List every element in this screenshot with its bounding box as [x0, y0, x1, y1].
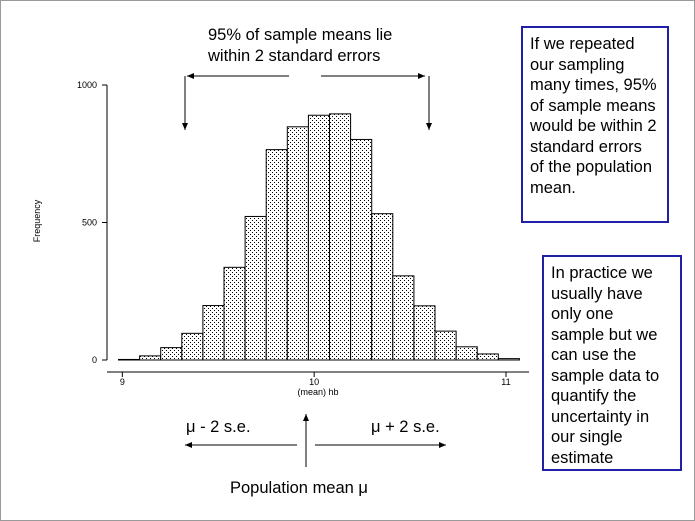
- histogram-bar: [476, 353, 499, 361]
- histogram-bar: [181, 332, 204, 361]
- note-line: standard errors: [530, 137, 642, 156]
- note-line: our single: [551, 428, 623, 446]
- minus-2se-label: μ - 2 s.e.: [186, 418, 251, 436]
- histogram-bar: [371, 213, 394, 361]
- histogram-bar: [160, 347, 183, 361]
- y-tick-label: 1000: [77, 80, 97, 90]
- histogram-bar: [455, 346, 478, 361]
- histogram-bar: [350, 138, 373, 361]
- note-line: quantify the: [551, 387, 637, 405]
- histogram-bar: [392, 275, 415, 361]
- note-line: In practice we: [551, 264, 653, 282]
- note-line: of the population: [530, 158, 653, 176]
- top-annotation-line: 95% of sample means lie: [208, 26, 393, 44]
- note-line: estimate: [551, 448, 614, 467]
- note-line: sample data to: [551, 366, 660, 385]
- histogram-bar: [307, 114, 331, 361]
- plus-2se-label: μ + 2 s.e.: [371, 418, 440, 436]
- note-line: mean.: [530, 178, 576, 197]
- histogram-bar: [434, 330, 457, 361]
- histogram-bar: [202, 305, 225, 361]
- x-axis-title: (mean) hb: [297, 387, 338, 397]
- note-line: would be within 2: [530, 117, 657, 135]
- x-tick-label: 11: [501, 377, 510, 387]
- note-line: usually have: [551, 284, 643, 303]
- x-tick-label: 9: [120, 377, 125, 387]
- histogram-bar: [265, 149, 288, 361]
- histogram-bar: [244, 215, 267, 361]
- note-box-in-practice: In practice we usually have only one sam…: [542, 255, 682, 471]
- population-mean-label: Population mean μ: [230, 479, 368, 497]
- note-line: uncertainty in: [551, 407, 650, 426]
- y-tick-label: 500: [82, 218, 97, 228]
- note-line: only one: [551, 305, 614, 323]
- note-line: our sampling: [530, 55, 625, 74]
- histogram-bar: [329, 113, 352, 361]
- histogram-bar: [139, 355, 162, 361]
- note-line: many times, 95%: [530, 76, 657, 94]
- note-line: sample but we: [551, 325, 658, 344]
- note-line: can use the: [551, 346, 637, 364]
- note-line: of sample means: [530, 96, 656, 115]
- top-annotation-line: within 2 standard errors: [208, 46, 381, 65]
- y-tick-label: 0: [92, 355, 97, 365]
- note-line: If we repeated: [530, 35, 635, 53]
- histogram-bar: [286, 126, 309, 361]
- top-annotation: 95% of sample means lie within 2 standar…: [208, 25, 392, 66]
- y-axis-title: Frequency: [32, 199, 42, 242]
- histogram-bar: [413, 305, 436, 361]
- x-tick-label: 10: [309, 377, 319, 387]
- annotation-arrows: [182, 73, 446, 467]
- note-box-repeated-sampling: If we repeated our sampling many times, …: [521, 26, 669, 223]
- histogram-bar: [223, 266, 246, 361]
